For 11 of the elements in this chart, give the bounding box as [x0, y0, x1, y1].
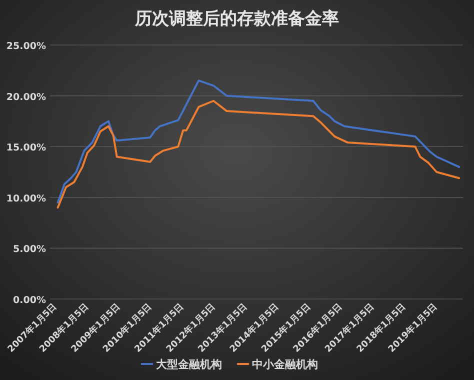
y-tick-label: 10.00% — [6, 193, 46, 204]
line-series — [56, 80, 460, 204]
y-tick-label: 25.00% — [6, 41, 46, 52]
line-series — [56, 100, 460, 209]
y-tick-label: 5.00% — [13, 244, 46, 256]
legend-label: 大型金融机构 — [156, 358, 222, 371]
y-tick-label: 20.00% — [6, 92, 46, 103]
chart-title: 历次调整后的存款准备金率 — [134, 9, 339, 29]
y-tick-label: 0.00% — [13, 295, 46, 306]
y-tick-label: 15.00% — [6, 142, 46, 154]
legend-label: 中小金融机构 — [252, 358, 318, 371]
